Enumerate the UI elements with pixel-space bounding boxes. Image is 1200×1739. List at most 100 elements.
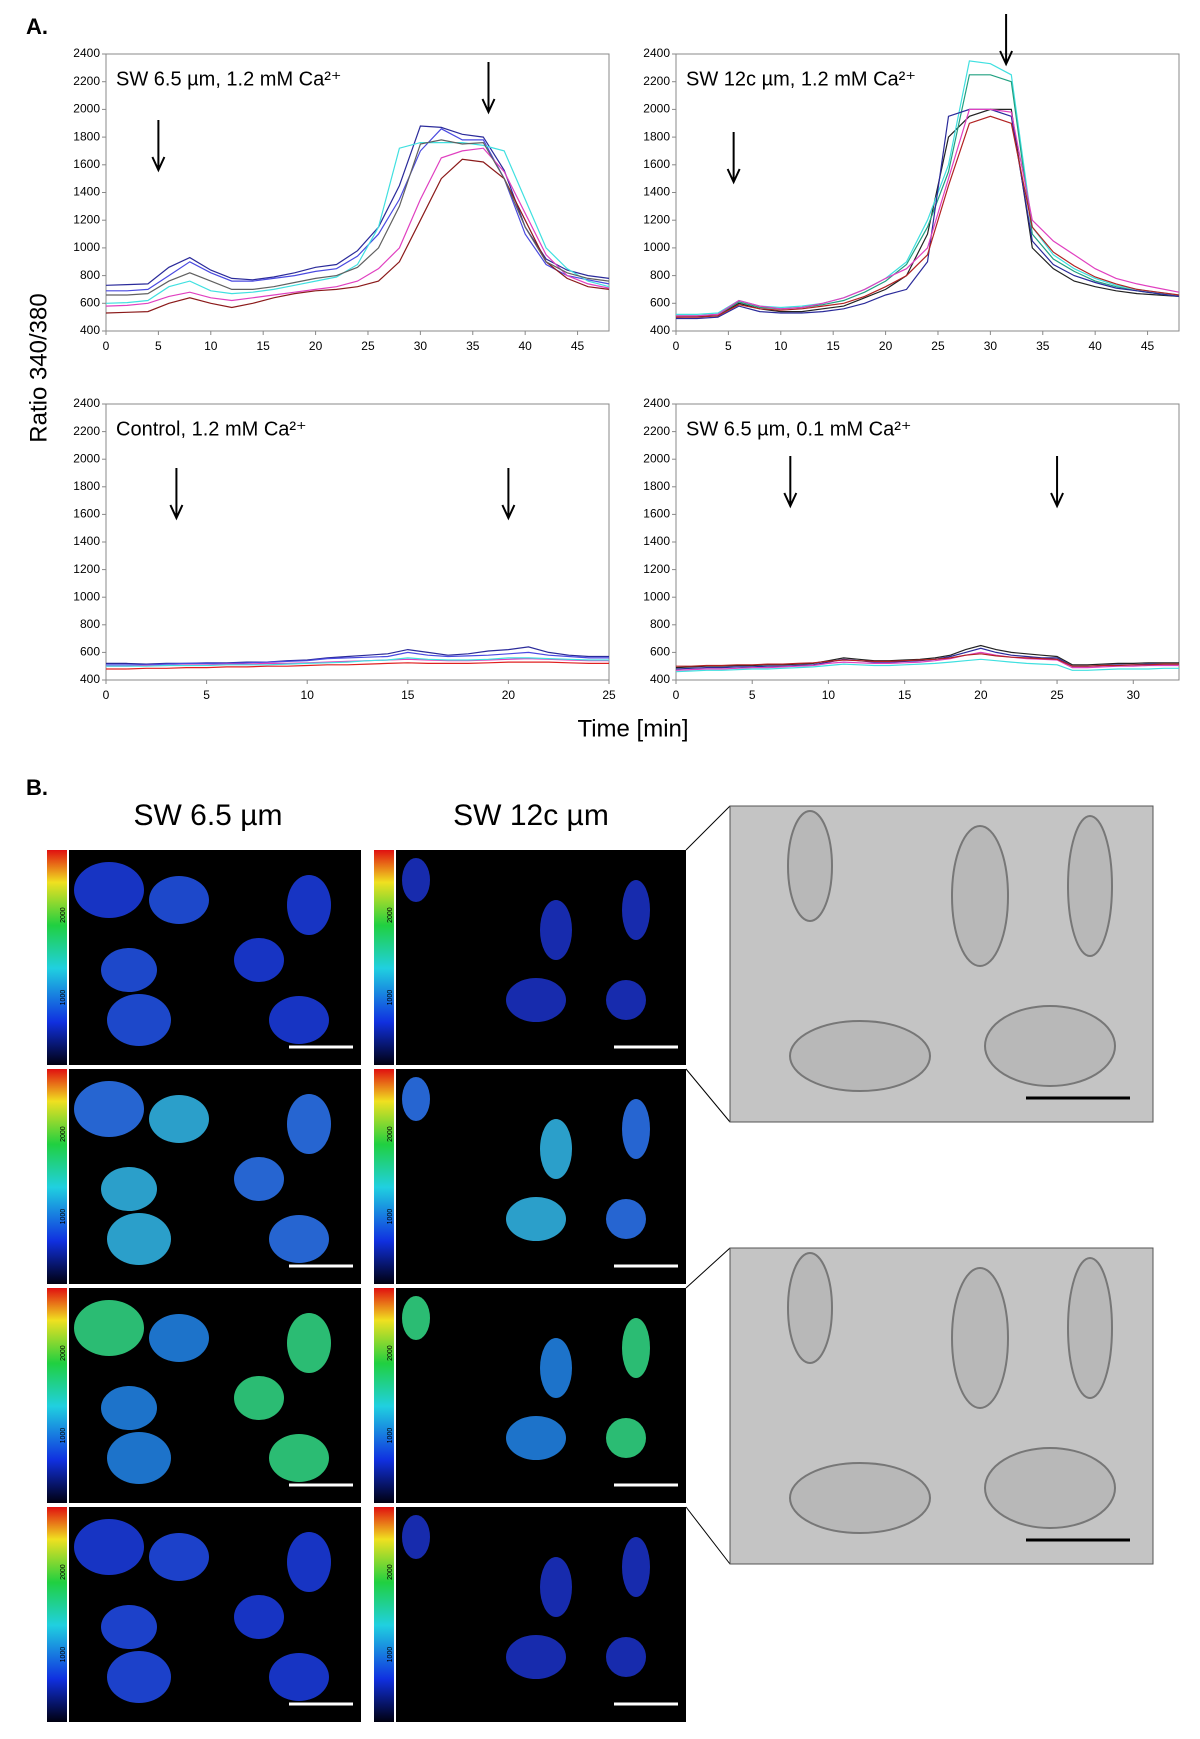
colorbar-label: 1000 bbox=[60, 990, 67, 1006]
data-line bbox=[676, 74, 1180, 317]
x-tick-label: 35 bbox=[1036, 339, 1050, 353]
connector bbox=[685, 805, 731, 851]
micrograph bbox=[396, 1069, 686, 1284]
data-line bbox=[106, 128, 610, 292]
connector bbox=[685, 1068, 731, 1123]
connector bbox=[685, 1506, 731, 1565]
y-tick-label: 1600 bbox=[73, 157, 100, 171]
cell bbox=[287, 1094, 331, 1154]
x-tick-label: 15 bbox=[827, 339, 841, 353]
y-tick-label: 800 bbox=[650, 268, 670, 282]
chart-title: SW 12c µm, 1.2 mM Ca²⁺ bbox=[686, 68, 916, 90]
colorbar bbox=[47, 850, 67, 1065]
cell bbox=[234, 1595, 284, 1639]
cell bbox=[606, 980, 646, 1020]
x-tick-label: 25 bbox=[931, 339, 945, 353]
cell bbox=[74, 1519, 144, 1575]
y-tick-label: 1000 bbox=[73, 589, 100, 603]
arrow bbox=[501, 468, 516, 521]
data-line bbox=[106, 657, 609, 667]
colorbar bbox=[374, 1069, 394, 1284]
colorbar bbox=[374, 1288, 394, 1503]
cell bbox=[506, 978, 566, 1022]
colorbar-label: 2000 bbox=[60, 907, 67, 923]
cell bbox=[101, 1167, 157, 1211]
cell-outline bbox=[1067, 815, 1113, 957]
y-tick-label: 2200 bbox=[643, 424, 670, 438]
x-tick-label: 10 bbox=[204, 339, 218, 353]
cell bbox=[402, 858, 430, 902]
x-tick-label: 5 bbox=[155, 339, 162, 353]
y-tick-label: 1200 bbox=[73, 562, 100, 576]
x-tick-label: 15 bbox=[898, 688, 912, 702]
y-tick-label: 1600 bbox=[73, 507, 100, 521]
y-tick-label: 1000 bbox=[643, 589, 670, 603]
y-tick-label: 2400 bbox=[643, 396, 670, 410]
y-tick-label: 1200 bbox=[73, 212, 100, 226]
data-line bbox=[676, 115, 1180, 318]
y-tick-label: 2400 bbox=[643, 46, 670, 60]
arrow bbox=[481, 62, 496, 115]
x-tick-label: 30 bbox=[984, 339, 998, 353]
y-tick-label: 1200 bbox=[643, 212, 670, 226]
cell-outline bbox=[984, 1005, 1116, 1087]
cell bbox=[506, 1635, 566, 1679]
y-tick-label: 1800 bbox=[73, 129, 100, 143]
data-line bbox=[676, 653, 1179, 667]
colorbar-label: 1000 bbox=[387, 1428, 394, 1444]
micrograph bbox=[396, 1507, 686, 1722]
y-tick-label: 400 bbox=[80, 672, 100, 686]
cell bbox=[234, 1376, 284, 1420]
x-tick-label: 10 bbox=[774, 339, 788, 353]
cell bbox=[149, 1533, 209, 1581]
colorbar bbox=[47, 1288, 67, 1503]
cell bbox=[540, 900, 572, 960]
cell bbox=[402, 1077, 430, 1121]
colorbar bbox=[47, 1069, 67, 1284]
arrow bbox=[999, 14, 1013, 67]
data-line bbox=[676, 108, 1180, 317]
y-tick-label: 400 bbox=[650, 672, 670, 686]
y-tick-label: 400 bbox=[650, 323, 670, 337]
cell bbox=[269, 1215, 329, 1263]
y-tick-label: 1800 bbox=[643, 129, 670, 143]
plot-frame bbox=[675, 53, 1180, 332]
y-tick-label: 1600 bbox=[643, 507, 670, 521]
chart-title: SW 6.5 µm, 0.1 mM Ca²⁺ bbox=[686, 418, 911, 440]
chart-title: Control, 1.2 mM Ca²⁺ bbox=[116, 418, 307, 440]
y-tick-label: 600 bbox=[80, 645, 100, 659]
colorbar-label: 2000 bbox=[60, 1564, 67, 1580]
chart-title: SW 6.5 µm, 1.2 mM Ca²⁺ bbox=[116, 68, 341, 90]
y-tick-label: 2000 bbox=[643, 451, 670, 465]
x-tick-label: 45 bbox=[1141, 339, 1155, 353]
cell bbox=[74, 1300, 144, 1356]
data-line bbox=[676, 60, 1180, 315]
arrow bbox=[783, 456, 798, 509]
y-tick-label: 1600 bbox=[643, 157, 670, 171]
colorbar bbox=[374, 1507, 394, 1722]
cell bbox=[540, 1338, 572, 1398]
panel-label: A. bbox=[26, 14, 48, 39]
cell bbox=[506, 1197, 566, 1241]
data-line bbox=[675, 658, 1179, 673]
y-tick-label: 1400 bbox=[73, 185, 100, 199]
colorbar-label: 1000 bbox=[387, 1647, 394, 1663]
x-tick-label: 0 bbox=[673, 688, 680, 702]
x-tick-label: 20 bbox=[502, 688, 516, 702]
arrow bbox=[726, 132, 741, 185]
y-axis-label: Ratio 340/380 bbox=[25, 293, 52, 442]
y-tick-label: 800 bbox=[80, 268, 100, 282]
data-line bbox=[675, 108, 1180, 318]
cell-outline bbox=[951, 825, 1009, 967]
column-title: SW 12c µm bbox=[453, 799, 609, 832]
cell bbox=[269, 1653, 329, 1701]
y-tick-label: 1200 bbox=[643, 562, 670, 576]
x-tick-label: 25 bbox=[602, 688, 616, 702]
x-tick-label: 5 bbox=[203, 688, 210, 702]
cell bbox=[149, 876, 209, 924]
y-tick-label: 1000 bbox=[643, 240, 670, 254]
cell bbox=[287, 1313, 331, 1373]
cell bbox=[269, 996, 329, 1044]
arrow bbox=[1050, 456, 1064, 509]
x-tick-label: 5 bbox=[725, 339, 732, 353]
